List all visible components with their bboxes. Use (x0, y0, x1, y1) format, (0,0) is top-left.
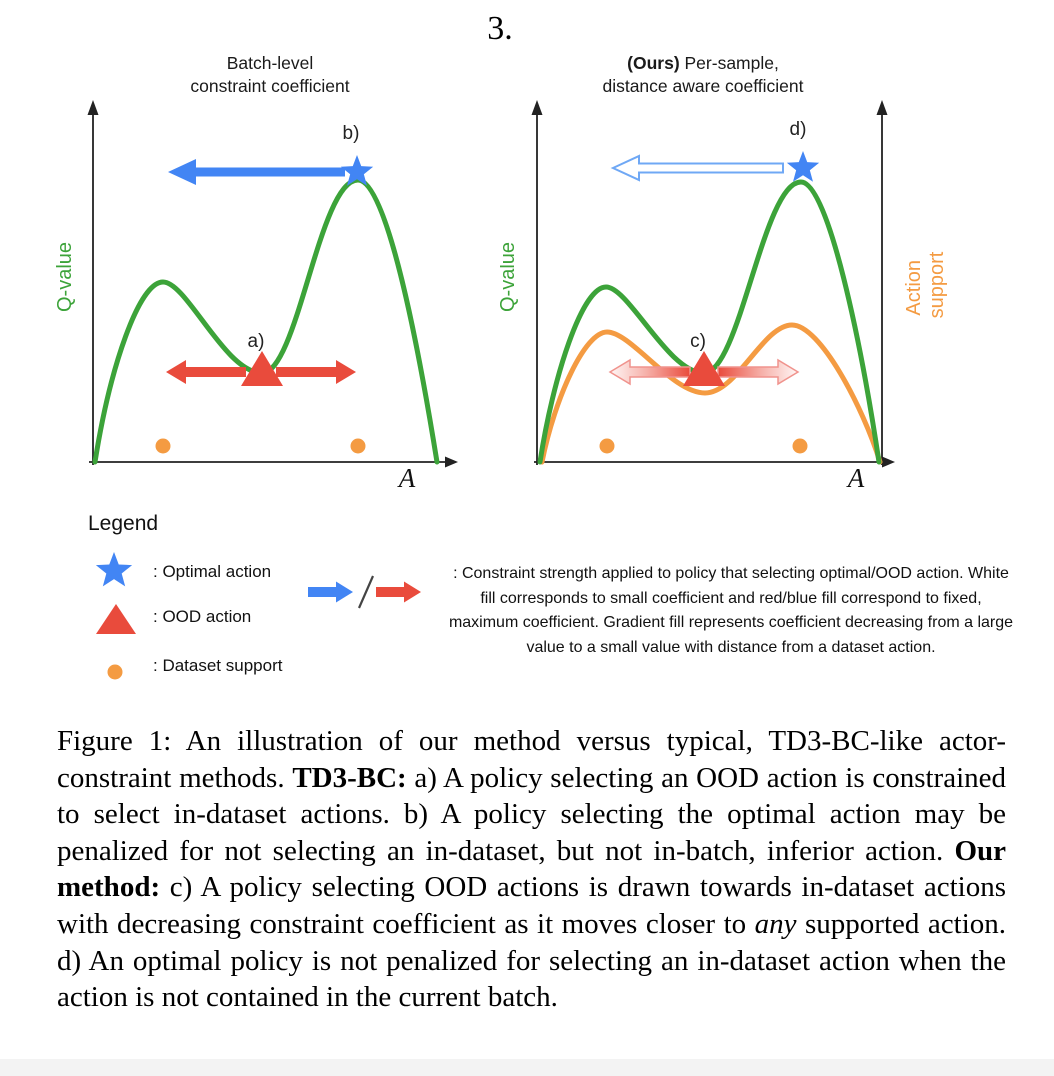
right-panel-y-axis-label: Q-value (500, 242, 519, 312)
left-panel-plot: a) b) Q-value A (55, 100, 458, 493)
caption-segment: any (754, 907, 797, 940)
legend-dot-icon (107, 664, 123, 680)
right-plot-title-rest: Per-sample, (679, 53, 779, 73)
gradient-constraint-arrow-left-icon (608, 358, 691, 386)
right-x-axis-label: A (846, 463, 865, 493)
red-constraint-arrow-right-icon (276, 360, 356, 384)
legend-star-icon (95, 552, 133, 587)
ood-action-triangle-icon (683, 351, 725, 386)
right-plot-title-line1: (Ours) Per-sample, (548, 52, 858, 75)
caption-segment: Figure 1: An illustration of our method … (57, 725, 1006, 794)
label-c: c) (690, 331, 706, 352)
right-panel-x-axis-arrowhead-icon (882, 456, 895, 468)
ood-action-triangle-icon (241, 351, 283, 386)
caption-segment: a) A policy selecting an OOD action is c… (57, 761, 1006, 867)
red-constraint-arrow-left-icon (166, 360, 246, 384)
right-plot-title-line2: distance aware coefficient (602, 76, 804, 96)
action-support-axis-arrowhead-icon (876, 100, 888, 115)
legend-heading: Legend (88, 512, 159, 535)
optimal-action-star-icon (340, 155, 374, 186)
label-d: d) (790, 119, 807, 140)
figure-caption: Figure 1: An illustration of our method … (57, 723, 1006, 1016)
right-panel-plot: c) d) Q-value Action support A (500, 100, 948, 493)
action-support-label-line1: Action (903, 260, 925, 316)
legend-slash-icon (357, 575, 375, 609)
label-b: b) (343, 123, 360, 144)
left-plot-title: Batch-level constraint coefficient (105, 52, 435, 98)
legend-red-arrow-icon (376, 581, 421, 603)
caption-segment: TD3-BC: (292, 761, 407, 794)
caption-segment: Our method: (57, 834, 1006, 904)
gradient-constraint-arrow-right-icon (717, 358, 800, 386)
legend-label-optimal-action: : Optimal action (153, 562, 272, 581)
action-support-axis-label: Action support (903, 251, 948, 318)
left-y-axis-arrowhead-icon (87, 100, 99, 115)
left-y-axis-label: Q-value (55, 242, 76, 312)
action-support-curve (539, 322, 883, 465)
page-number: 3. (487, 10, 513, 47)
legend-label-ood-action: : OOD action (153, 607, 252, 626)
left-x-axis-label: A (397, 463, 416, 493)
left-q-value-curve (92, 177, 440, 465)
blue-constraint-arrow-icon (168, 159, 345, 185)
dataset-support-dot-icon (155, 438, 171, 454)
left-plot-title-line1: Batch-level (226, 53, 314, 73)
bottom-strip (0, 1059, 1054, 1076)
dataset-support-dot-icon (599, 438, 615, 454)
legend-arrows-icon (308, 575, 421, 609)
caption-segment: c) A policy selecting OOD actions is dra… (57, 871, 1006, 940)
right-panel-y-axis-arrowhead-icon (531, 100, 543, 115)
left-plot-title-line2: constraint coefficient (190, 76, 350, 96)
dataset-support-dot-icon (792, 438, 808, 454)
legend-arrows-note: : Constraint strength applied to policy … (448, 565, 1014, 656)
optimal-action-star-icon (786, 151, 820, 182)
label-a: a) (248, 331, 265, 352)
legend-blue-arrow-icon (308, 581, 353, 603)
action-support-label-line2: support (926, 251, 948, 318)
right-plot-title: (Ours) Per-sample, distance aware coeffi… (548, 52, 858, 98)
dataset-support-dot-icon (350, 438, 366, 454)
hollow-blue-constraint-arrow-icon (610, 154, 784, 182)
right-plot-title-ours: (Ours) (627, 53, 680, 73)
right-q-value-curve (537, 179, 882, 465)
left-x-axis-arrowhead-icon (445, 456, 458, 468)
legend-label-dataset-support: : Dataset support (153, 656, 283, 675)
caption-segment: supported action. d) An optimal policy i… (57, 907, 1006, 1014)
legend-triangle-icon (96, 604, 136, 634)
